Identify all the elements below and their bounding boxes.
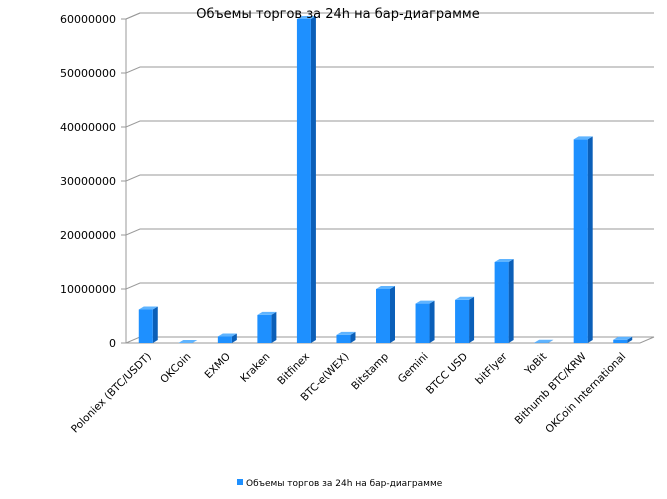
bar-front bbox=[455, 299, 470, 343]
y-tick-labels: 0 10000000 20000000 30000000 40000000 5000000… bbox=[60, 13, 116, 350]
legend-label: Объемы торгов за 24h на бар-диаграмме bbox=[246, 479, 443, 489]
chart-title: Объемы торгов за 24h на бар-диаграмме bbox=[196, 7, 480, 22]
bar-top bbox=[336, 331, 356, 335]
y-tick-label: 10000000 bbox=[60, 283, 116, 296]
category-label: bitFlyer bbox=[473, 350, 510, 387]
bar bbox=[257, 311, 277, 343]
bar-top bbox=[494, 259, 514, 262]
bar-side bbox=[587, 136, 593, 343]
bar-front bbox=[494, 262, 509, 343]
category-label: OKCoin bbox=[158, 351, 193, 386]
bar bbox=[455, 296, 475, 343]
bars bbox=[138, 16, 633, 343]
bar-front bbox=[138, 309, 153, 343]
bar bbox=[376, 286, 395, 343]
category-label: Bitfinex bbox=[275, 351, 312, 388]
bar-side bbox=[469, 296, 475, 343]
bar-front bbox=[415, 303, 430, 343]
bar-front bbox=[613, 339, 628, 343]
gridline bbox=[125, 282, 654, 290]
legend-swatch bbox=[237, 479, 243, 485]
bar-top bbox=[217, 333, 237, 337]
y-tick-label: 0 bbox=[109, 337, 116, 350]
bar bbox=[296, 16, 316, 343]
bar bbox=[138, 306, 158, 343]
bar bbox=[613, 336, 633, 343]
bar bbox=[336, 331, 356, 343]
y-tick-label: 30000000 bbox=[60, 175, 116, 188]
y-tick-label: 50000000 bbox=[60, 67, 116, 80]
bar-top bbox=[257, 311, 277, 315]
category-label: OKCoin International bbox=[543, 351, 628, 436]
bar-side bbox=[390, 286, 395, 343]
bar-front bbox=[573, 139, 588, 343]
category-label: YoBit bbox=[522, 351, 549, 378]
category-label: Poloniex (BTC/USDT) bbox=[69, 351, 154, 436]
bar-front bbox=[217, 336, 232, 343]
bar-side bbox=[231, 333, 237, 343]
category-label: Bitstamp bbox=[349, 350, 391, 392]
category-label: EXMO bbox=[202, 351, 233, 382]
bar-top bbox=[534, 339, 554, 343]
bar-top bbox=[138, 306, 158, 310]
bar bbox=[217, 333, 237, 343]
bar-front bbox=[336, 334, 351, 343]
bar-top bbox=[415, 300, 435, 304]
bar bbox=[415, 300, 435, 343]
bar-top bbox=[296, 16, 316, 19]
bar-side bbox=[271, 311, 277, 343]
bar-top bbox=[178, 340, 198, 343]
gridline bbox=[125, 228, 654, 236]
category-label: Bithumb BTC/KRW bbox=[513, 350, 590, 427]
bar bbox=[494, 259, 514, 343]
y-tick-label: 40000000 bbox=[60, 121, 116, 134]
bar-side bbox=[429, 300, 435, 343]
category-label: BTCC USD bbox=[424, 351, 470, 397]
bar-top bbox=[376, 286, 395, 289]
bar-top bbox=[573, 136, 593, 140]
category-label: Kraken bbox=[238, 351, 272, 385]
gridline bbox=[125, 120, 654, 128]
bar-side bbox=[350, 331, 356, 343]
bar-side bbox=[508, 259, 514, 343]
bar-side bbox=[310, 16, 316, 343]
bar-side bbox=[152, 306, 158, 343]
bar-front bbox=[376, 289, 390, 343]
category-labels: Poloniex (BTC/USDT) OKCoin EXMO Kraken Bitfi… bbox=[69, 350, 628, 436]
gridline bbox=[125, 66, 654, 74]
y-tick-label: 20000000 bbox=[60, 229, 116, 242]
bar bbox=[534, 339, 554, 343]
category-label: Gemini bbox=[396, 351, 431, 386]
legend: Объемы торгов за 24h на бар-диаграмме bbox=[237, 479, 443, 489]
y-tick-label: 60000000 bbox=[60, 13, 116, 26]
bar-side bbox=[627, 336, 633, 343]
gridline bbox=[125, 174, 654, 182]
bar-top bbox=[613, 336, 633, 340]
bar-front bbox=[257, 314, 272, 343]
bar bbox=[178, 340, 198, 343]
bar-front bbox=[296, 19, 311, 343]
bar bbox=[573, 136, 593, 343]
bar-top bbox=[455, 296, 475, 300]
bar-side bbox=[548, 339, 554, 343]
